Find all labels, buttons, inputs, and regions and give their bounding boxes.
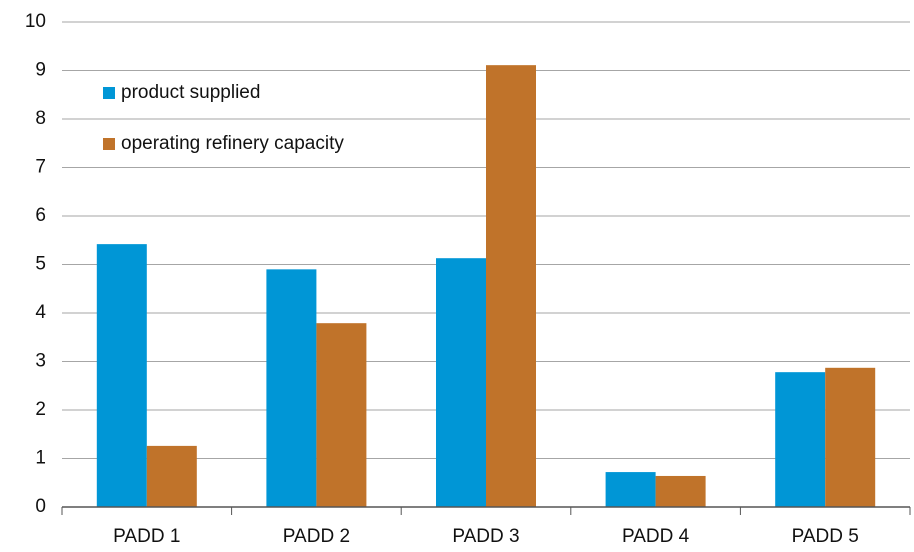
legend-label: product supplied [121, 82, 260, 103]
y-tick-label: 2 [35, 399, 46, 420]
y-tick-label: 3 [35, 351, 46, 372]
y-tick-label: 5 [35, 254, 46, 275]
x-tick-label: PADD 5 [792, 526, 859, 547]
y-tick-label: 6 [35, 205, 46, 226]
x-tick-label: PADD 2 [283, 526, 350, 547]
y-tick-label: 10 [25, 11, 46, 32]
y-tick-label: 8 [35, 108, 46, 129]
bar [146, 445, 197, 507]
bar [775, 372, 826, 507]
legend-swatch [103, 138, 115, 150]
x-tick-label: PADD 1 [113, 526, 180, 547]
legend-label: operating refinery capacity [121, 133, 344, 154]
legend-swatch [103, 87, 115, 99]
x-tick-label: PADD 3 [452, 526, 519, 547]
x-tick-label: PADD 4 [622, 526, 690, 547]
bar [486, 65, 536, 507]
y-tick-label: 0 [35, 496, 46, 517]
bar [655, 475, 706, 507]
bar [96, 244, 147, 507]
bar [825, 367, 876, 507]
bar [436, 258, 486, 507]
bar [605, 472, 656, 507]
bar [316, 323, 367, 507]
bar [266, 269, 317, 507]
y-tick-label: 9 [35, 60, 46, 81]
y-tick-label: 7 [35, 157, 46, 178]
y-tick-label: 4 [35, 302, 46, 323]
y-tick-label: 1 [35, 448, 46, 469]
